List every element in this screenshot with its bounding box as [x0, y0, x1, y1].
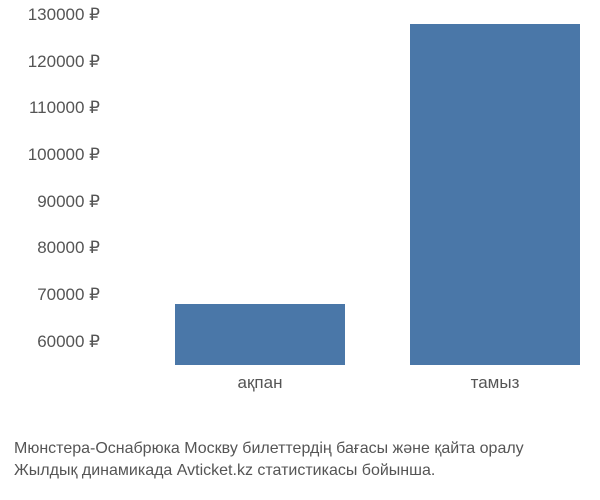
- plot-area: [110, 15, 580, 365]
- y-axis-label: 120000 ₽: [28, 52, 100, 72]
- y-axis-label: 60000 ₽: [37, 332, 100, 352]
- y-axis-label: 110000 ₽: [29, 98, 100, 118]
- chart-caption: Мюнстера-Оснабрюка Москву билеттердің ба…: [14, 438, 590, 483]
- x-axis-label: тамыз: [471, 373, 520, 393]
- y-axis-label: 130000 ₽: [28, 5, 100, 25]
- chart-container: 60000 ₽ 70000 ₽ 80000 ₽ 90000 ₽ 100000 ₽ 1100…: [0, 0, 600, 500]
- caption-line-1: Мюнстера-Оснабрюка Москву билеттердің ба…: [14, 440, 524, 457]
- bar: [410, 24, 580, 365]
- y-axis-label: 70000 ₽: [37, 285, 100, 305]
- x-axis-label: ақпан: [238, 373, 283, 393]
- chart-area: 60000 ₽70000 ₽80000 ₽90000 ₽100000 ₽1100…: [110, 15, 580, 395]
- bar: [175, 304, 345, 365]
- y-axis-label: 90000 ₽: [37, 192, 100, 212]
- caption-line-2: Жылдық динамикада Avticket.kz статистика…: [14, 462, 435, 479]
- y-axis-label: 100000 ₽: [28, 145, 100, 165]
- y-axis-label: 80000 ₽: [37, 238, 100, 258]
